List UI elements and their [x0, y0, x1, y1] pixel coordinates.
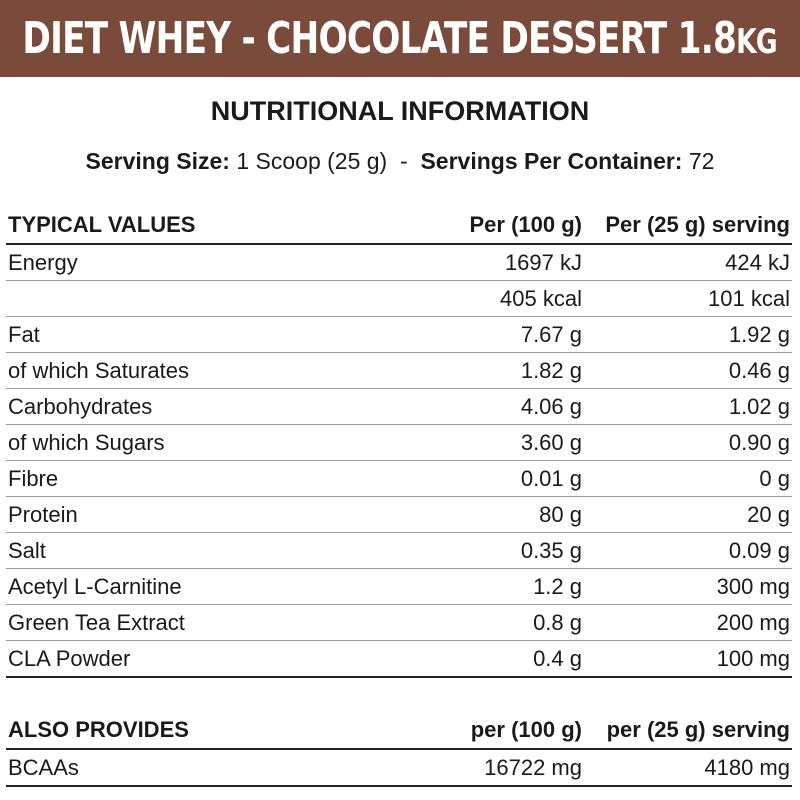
table-row: BCAAs 16722 mg 4180 mg: [6, 749, 792, 786]
per-serving-value: 4180 mg: [704, 754, 790, 780]
per-100g-value: 3.60 g: [520, 429, 582, 455]
per-serving-value: 200 mg: [716, 609, 790, 635]
nutrient-label: CLA Powder: [8, 645, 131, 671]
per-serving-value: 1.02 g: [728, 393, 790, 419]
per-100g-header: Per (100 g): [469, 212, 583, 237]
typical-values-table: TYPICAL VALUES Per (100 g) Per (25 g) se…: [6, 207, 792, 678]
servings-per-container-value: 72: [688, 148, 715, 174]
servings-per-container-label: Servings Per Container:: [420, 148, 683, 174]
per-serving-value: 300 mg: [716, 573, 790, 599]
per-serving-value: 101 kcal: [708, 285, 790, 311]
per-100g-value: 1.82 g: [520, 357, 582, 383]
nutrient-label: Fibre: [8, 465, 59, 491]
per-serving-value: 1.92 g: [728, 321, 790, 347]
table-row: CLA Powder 0.4 g 100 mg: [6, 641, 792, 677]
table-header-row: TYPICAL VALUES Per (100 g) Per (25 g) se…: [6, 207, 792, 244]
per-serving-value: 100 mg: [716, 645, 790, 671]
per-serving-header: Per (25 g) serving: [605, 212, 790, 237]
table-row: of which Sugars 3.60 g 0.90 g: [6, 425, 792, 461]
table-row: Carbohydrates 4.06 g 1.02 g: [6, 389, 792, 425]
nutrient-label: Energy: [8, 249, 78, 275]
nutrient-label: [6, 281, 430, 317]
nutrient-label: Protein: [8, 501, 78, 527]
per-100g-value: 0.35 g: [520, 537, 582, 563]
per-serving-value: 0 g: [759, 465, 790, 491]
product-title: DIET WHEY - CHOCOLATE DESSERT 1.8KG: [23, 16, 778, 62]
table-row: of which Saturates 1.82 g 0.46 g: [6, 353, 792, 389]
also-provides-table: ALSO PROVIDES per (100 g) per (25 g) ser…: [6, 712, 792, 787]
per-serving-header: per (25 g) serving: [606, 717, 790, 742]
table-header-row: ALSO PROVIDES per (100 g) per (25 g) ser…: [6, 712, 792, 749]
nutrient-label: Salt: [8, 537, 46, 563]
per-100g-value: 4.06 g: [520, 393, 582, 419]
per-100g-value: 405 kcal: [500, 285, 582, 311]
table-row: Salt 0.35 g 0.09 g: [6, 533, 792, 569]
table-row: Energy 1697 kJ 424 kJ: [6, 244, 792, 281]
table-row: Fat 7.67 g 1.92 g: [6, 317, 792, 353]
per-serving-value: 0.46 g: [728, 357, 790, 383]
nutrient-label: Fat: [8, 321, 40, 347]
table-row: Fibre 0.01 g 0 g: [6, 461, 792, 497]
product-banner: DIET WHEY - CHOCOLATE DESSERT 1.8KG: [0, 0, 800, 77]
table-row: Green Tea Extract 0.8 g 200 mg: [6, 605, 792, 641]
also-provides-header: ALSO PROVIDES: [8, 717, 189, 742]
typical-values-header: TYPICAL VALUES: [8, 212, 196, 237]
table-row: 405 kcal 101 kcal: [6, 281, 792, 317]
per-100g-value: 1.2 g: [533, 573, 582, 599]
per-100g-value: 80 g: [539, 501, 582, 527]
serving-size-value: 1 Scoop (25 g): [236, 148, 388, 174]
per-100g-header: per (100 g): [470, 717, 582, 742]
nutrient-label: of which Sugars: [8, 429, 165, 455]
product-title-main: DIET WHEY - CHOCOLATE DESSERT 1.8: [22, 12, 737, 64]
per-serving-value: 424 kJ: [725, 249, 790, 275]
table-row: Protein 80 g 20 g: [6, 497, 792, 533]
per-serving-value: 0.09 g: [728, 537, 790, 563]
nutrient-label: of which Saturates: [8, 357, 189, 383]
per-100g-value: 0.8 g: [533, 609, 582, 635]
per-100g-value: 1697 kJ: [504, 249, 582, 275]
per-serving-value: 0.90 g: [728, 429, 790, 455]
nutrient-label: BCAAs: [8, 754, 79, 780]
serving-size-label: Serving Size:: [85, 148, 230, 174]
product-title-unit: KG: [736, 21, 778, 62]
table-row: Acetyl L-Carnitine 1.2 g 300 mg: [6, 569, 792, 605]
nutrient-label: Acetyl L-Carnitine: [8, 573, 182, 599]
nutrient-label: Carbohydrates: [8, 393, 153, 419]
per-serving-value: 20 g: [747, 501, 790, 527]
serving-info: Serving Size: 1 Scoop (25 g) - Servings …: [0, 145, 800, 177]
nutrition-heading: NUTRITIONAL INFORMATION: [210, 96, 590, 126]
serving-separator: -: [400, 148, 408, 174]
per-100g-value: 7.67 g: [520, 321, 582, 347]
per-100g-value: 0.01 g: [520, 465, 582, 491]
per-100g-value: 16722 mg: [484, 754, 582, 780]
nutrient-label: Green Tea Extract: [8, 609, 185, 635]
per-100g-value: 0.4 g: [533, 645, 582, 671]
